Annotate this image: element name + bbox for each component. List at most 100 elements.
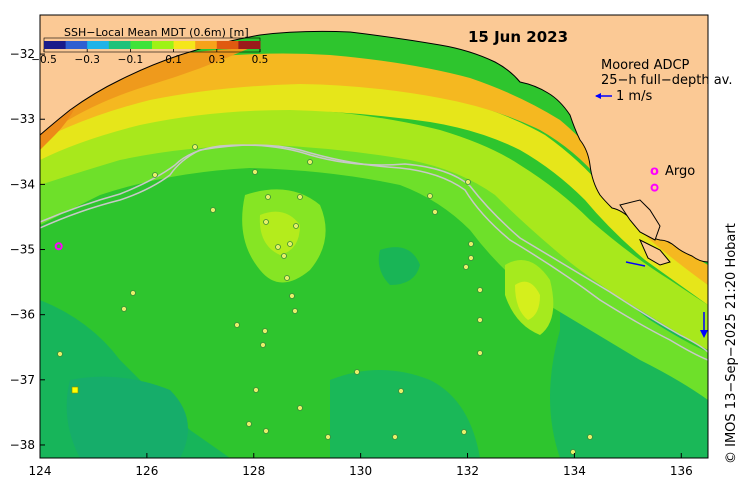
x-tick-label: 136 xyxy=(670,464,693,478)
float-dot xyxy=(275,244,281,250)
y-tick-label: −33 xyxy=(10,112,35,126)
float-dot xyxy=(253,387,259,393)
adcp-legend-title: Moored ADCP xyxy=(601,58,690,73)
float-dot xyxy=(398,388,404,394)
argo-label: Argo xyxy=(665,164,695,179)
float-dot xyxy=(192,144,198,150)
y-axis: −32 −33 −34 −35 −36 −37 −38 xyxy=(10,47,45,452)
land-detail xyxy=(619,199,661,241)
float-dot xyxy=(468,255,474,261)
x-tick-label: 126 xyxy=(135,464,158,478)
colorbar-tick-label: −0.1 xyxy=(118,54,144,66)
float-dot xyxy=(121,306,127,312)
colorbar-cell xyxy=(152,41,175,49)
float-dot xyxy=(281,253,287,259)
float-dot xyxy=(152,172,158,178)
float-dot xyxy=(265,194,271,200)
x-tick-label: 130 xyxy=(349,464,372,478)
y-tick-label: −37 xyxy=(10,373,35,387)
colorbar-cell xyxy=(238,41,261,49)
float-dot xyxy=(477,287,483,293)
colorbar-cell xyxy=(87,41,110,49)
date-label: 15 Jun 2023 xyxy=(468,28,568,46)
float-dot xyxy=(289,293,295,299)
x-tick-label: 132 xyxy=(456,464,479,478)
scale-label: 1 m/s xyxy=(616,89,652,104)
float-dot xyxy=(432,209,438,215)
y-tick-label: −36 xyxy=(10,308,35,322)
float-dot xyxy=(130,290,136,296)
float-dot xyxy=(297,405,303,411)
y-tick-label: −35 xyxy=(10,243,35,257)
float-dot xyxy=(210,207,216,213)
float-dot xyxy=(292,308,298,314)
low-anomaly-region xyxy=(66,376,188,458)
colorbar-tick-label: −0.3 xyxy=(74,54,100,66)
low-anomaly-region xyxy=(330,370,480,458)
colorbar-tick-label: 0.3 xyxy=(208,54,225,66)
colorbar-tick-label: 0.5 xyxy=(252,54,269,66)
colorbar-tick-label: 0.1 xyxy=(165,54,182,66)
float-dot xyxy=(325,434,331,440)
argo-legend: o Argo xyxy=(650,164,695,179)
shelf-band xyxy=(40,78,708,305)
y-tick-label: −38 xyxy=(10,438,35,452)
float-dot xyxy=(587,434,593,440)
float-dot xyxy=(252,169,258,175)
float-dot xyxy=(293,223,299,229)
float-dot xyxy=(297,194,303,200)
argo-markers xyxy=(54,183,659,251)
float-dot xyxy=(461,429,467,435)
float-dot xyxy=(465,179,471,185)
adcp-vector xyxy=(625,261,646,267)
colorbar-cell xyxy=(195,41,218,49)
colorbar: SSH−Local Mean MDT (0.6m) [m] −0.5 −0.3 −0… xyxy=(31,26,268,66)
x-axis: 124 126 128 130 132 134 136 xyxy=(29,453,693,478)
x-tick-label: 124 xyxy=(29,464,52,478)
argo-symbol: o xyxy=(650,164,659,179)
bathymetry-contour xyxy=(40,144,708,361)
float-dot xyxy=(246,421,252,427)
float-dot xyxy=(477,350,483,356)
bathymetry-contour xyxy=(40,144,708,353)
float-dot xyxy=(287,241,293,247)
adcp-legend-subtitle: 25−h full−depth av. xyxy=(601,73,733,88)
argo-float-marker xyxy=(650,183,659,192)
adcp-legend: Moored ADCP 25−h full−depth av. 1 m/s xyxy=(595,58,733,104)
colorbar-title: SSH−Local Mean MDT (0.6m) [m] xyxy=(64,26,249,39)
colorbar-cell xyxy=(130,41,153,49)
float-dot xyxy=(234,322,240,328)
float-dot xyxy=(468,241,474,247)
float-dot xyxy=(57,351,63,357)
float-dot xyxy=(284,275,290,281)
colorbar-cell xyxy=(216,41,239,49)
colorbar-cell xyxy=(173,41,196,49)
shelf-band xyxy=(40,53,708,285)
low-anomaly-region xyxy=(378,247,420,285)
float-dot xyxy=(392,434,398,440)
float-dot xyxy=(427,193,433,199)
y-tick-label: −34 xyxy=(10,177,35,191)
float-markers xyxy=(57,144,593,455)
argo-float-marker xyxy=(54,242,63,251)
float-dot xyxy=(71,386,79,394)
colorbar-cell xyxy=(44,41,67,49)
adcp-vector-head xyxy=(700,330,708,338)
x-tick-label: 134 xyxy=(563,464,586,478)
plot-frame xyxy=(39,14,709,459)
float-dot xyxy=(262,328,268,334)
colorbar-cell xyxy=(108,41,131,49)
float-dot xyxy=(307,159,313,165)
float-dot xyxy=(260,342,266,348)
scale-arrow-head xyxy=(595,93,601,99)
x-tick-label: 128 xyxy=(242,464,265,478)
float-dot xyxy=(263,428,269,434)
eddy-region xyxy=(515,281,540,320)
colorbar-tick-label: −0.5 xyxy=(31,54,57,66)
float-dot xyxy=(463,264,469,270)
y-tick-label: −32 xyxy=(10,47,35,61)
colorbar-cell xyxy=(65,41,88,49)
credit-label: © IMOS 13−Sep−2025 21:20 Hobart xyxy=(724,223,739,464)
float-dot xyxy=(354,369,360,375)
